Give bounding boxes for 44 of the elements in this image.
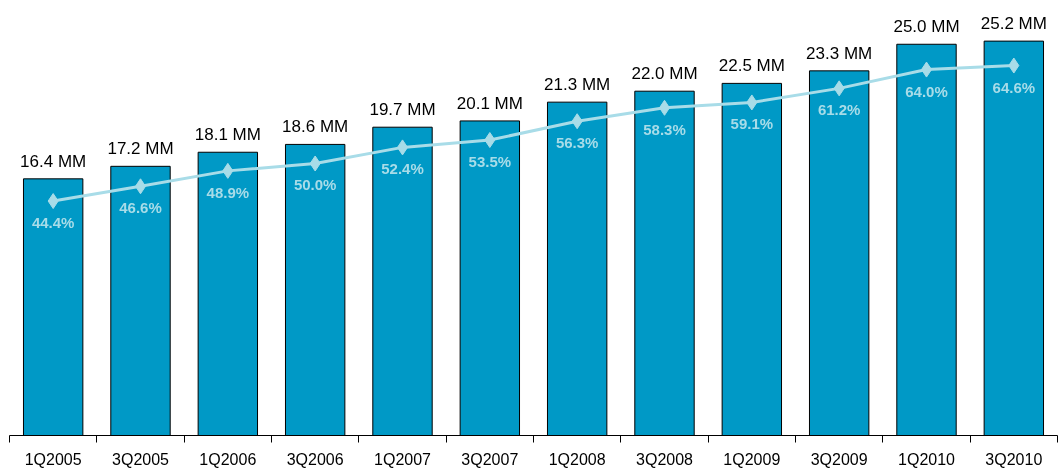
x-tick-label: 1Q2007 bbox=[374, 450, 432, 468]
data-label: 18.6 MM bbox=[282, 117, 349, 137]
data-label: 59.1% bbox=[730, 115, 774, 133]
point bbox=[309, 155, 321, 172]
data-label: 58.3% bbox=[643, 120, 686, 138]
data-label: 53.5% bbox=[468, 153, 512, 171]
data-label: 64.0% bbox=[905, 82, 948, 100]
x-tick-label: 3Q2005 bbox=[112, 450, 170, 468]
data-label: 48.9% bbox=[206, 183, 250, 201]
x-tick-label: 1Q2010 bbox=[898, 450, 956, 468]
data-label: 25.2 MM bbox=[980, 14, 1047, 34]
x-tick-label: 1Q2008 bbox=[548, 450, 606, 468]
x-tick-label: 3Q2007 bbox=[461, 450, 519, 468]
data-label: 17.2 MM bbox=[107, 139, 174, 159]
data-label: 18.1 MM bbox=[194, 125, 261, 145]
data-label: 50.0% bbox=[293, 176, 337, 194]
data-label: 61.2% bbox=[817, 101, 861, 119]
data-label: 52.4% bbox=[381, 160, 424, 178]
x-tick-label: 1Q2006 bbox=[199, 450, 257, 468]
data-label: 44.4% bbox=[31, 214, 75, 232]
data-label: 20.1 MM bbox=[456, 93, 523, 113]
data-label: 19.7 MM bbox=[369, 100, 436, 120]
x-tick-label: 3Q2008 bbox=[636, 450, 694, 468]
point bbox=[484, 132, 496, 149]
data-label: 46.6% bbox=[119, 199, 162, 217]
data-label: 25.0 MM bbox=[893, 17, 960, 37]
x-tick-label: 3Q2010 bbox=[985, 450, 1043, 468]
data-label: 21.3 MM bbox=[544, 75, 611, 95]
point bbox=[1008, 57, 1020, 74]
point bbox=[47, 193, 59, 210]
point bbox=[833, 80, 845, 97]
x-tick-label: 3Q2009 bbox=[810, 450, 868, 468]
data-label: 64.6% bbox=[992, 78, 1036, 96]
x-tick-label: 1Q2005 bbox=[24, 450, 82, 468]
point bbox=[746, 94, 758, 111]
data-label: 23.3 MM bbox=[806, 43, 873, 63]
point bbox=[571, 113, 583, 130]
x-tick-label: 3Q2006 bbox=[286, 450, 344, 468]
data-label: 16.4 MM bbox=[20, 151, 87, 171]
data-label: 22.0 MM bbox=[631, 64, 698, 84]
x-tick-label: 1Q2009 bbox=[723, 450, 781, 468]
point bbox=[222, 162, 234, 179]
data-label: 56.3% bbox=[555, 134, 599, 152]
data-label: 22.5 MM bbox=[718, 56, 785, 76]
